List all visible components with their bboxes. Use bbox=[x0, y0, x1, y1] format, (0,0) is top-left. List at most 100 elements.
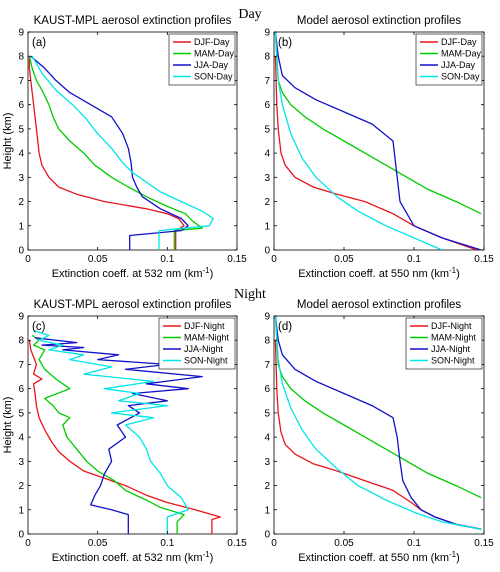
y-tick-label: 6 bbox=[264, 384, 270, 395]
y-tick-label: 4 bbox=[18, 149, 24, 160]
chart-title: Model aerosol extinction profiles bbox=[297, 15, 462, 27]
y-tick-label: 5 bbox=[18, 124, 24, 135]
y-tick-label: 1 bbox=[264, 221, 270, 232]
legend-label: MAM-Night bbox=[431, 333, 477, 343]
x-axis-label-main: Extinction coeff. at 532 nm (km bbox=[52, 268, 203, 280]
x-tick-label: 0.1 bbox=[407, 538, 421, 549]
panel-label: (b) bbox=[278, 37, 292, 49]
series-line-mam-night bbox=[31, 334, 185, 534]
x-axis-label-close: ) bbox=[456, 268, 460, 280]
x-tick-label: 0.05 bbox=[334, 254, 354, 265]
legend-label: JJA-Day bbox=[441, 60, 476, 70]
chart-panel-d: Model aerosol extinction profiles 0 0.05 0.… bbox=[264, 299, 494, 564]
plot-frame bbox=[27, 31, 238, 251]
series-line-jja-night bbox=[34, 337, 203, 534]
x-axis-label-close: ) bbox=[210, 552, 214, 564]
y-tick-label: 2 bbox=[264, 481, 270, 492]
series-line-jja-night bbox=[274, 316, 482, 530]
x-tick-label: 0.05 bbox=[88, 254, 108, 265]
y-tick-label: 4 bbox=[18, 433, 24, 444]
y-tick-label: 3 bbox=[18, 173, 24, 184]
legend-label: JJA-Night bbox=[184, 344, 224, 354]
x-axis-label: Extinction coeff. at 550 nm (km-1) bbox=[298, 550, 460, 564]
series-group bbox=[28, 55, 214, 250]
x-tick-label: 0.05 bbox=[334, 538, 354, 549]
series-group bbox=[274, 32, 482, 250]
y-tick-label: 9 bbox=[264, 28, 270, 39]
panel-label: (a) bbox=[32, 37, 46, 49]
x-tick-label: 0 bbox=[25, 538, 31, 549]
legend-label: SON-Day bbox=[441, 72, 480, 82]
y-tick-label: 0 bbox=[264, 530, 270, 541]
y-tick-label: 2 bbox=[264, 197, 270, 208]
x-tick-label: 0 bbox=[271, 538, 277, 549]
section-title-day: Day bbox=[238, 7, 261, 22]
section-title-night: Night bbox=[234, 287, 266, 302]
x-tick-label: 0 bbox=[271, 254, 277, 265]
y-tick-label: 7 bbox=[18, 360, 24, 371]
y-tick-label: 4 bbox=[264, 433, 270, 444]
x-axis-label-main: Extinction coeff. at 550 nm (km bbox=[298, 552, 449, 564]
x-tick-label: 0.1 bbox=[160, 254, 174, 265]
y-tick-label: 1 bbox=[264, 505, 270, 516]
x-tick-label: 0.15 bbox=[227, 254, 247, 265]
x-tick-label: 0.1 bbox=[160, 538, 174, 549]
y-tick-label: 9 bbox=[264, 312, 270, 323]
y-tick-label: 5 bbox=[18, 408, 24, 419]
legend-label: DJF-Day bbox=[441, 37, 477, 47]
series-line-jja-day bbox=[274, 32, 482, 250]
x-axis-label: Extinction coeff. at 550 nm (km-1) bbox=[298, 266, 460, 280]
y-tick-label: 3 bbox=[264, 457, 270, 468]
y-tick-label: 8 bbox=[264, 336, 270, 347]
x-tick-label: 0.05 bbox=[88, 538, 108, 549]
y-tick-label: 0 bbox=[18, 246, 24, 257]
y-tick-label: 2 bbox=[18, 197, 24, 208]
y-axis-label: Height (km) bbox=[2, 113, 14, 170]
y-tick-label: 1 bbox=[18, 505, 24, 516]
chart-title: KAUST-MPL aerosol extinction profiles bbox=[34, 15, 232, 27]
x-axis-label-sup: -1 bbox=[449, 550, 457, 559]
y-tick-label: 6 bbox=[18, 384, 24, 395]
y-tick-label: 7 bbox=[18, 76, 24, 87]
y-tick-label: 5 bbox=[264, 408, 270, 419]
y-tick-label: 7 bbox=[264, 76, 270, 87]
legend-label: MAM-Day bbox=[194, 49, 234, 59]
x-axis-label-close: ) bbox=[456, 552, 460, 564]
legend-label: MAM-Day bbox=[441, 49, 481, 59]
x-axis-label-main: Extinction coeff. at 550 nm (km bbox=[298, 268, 449, 280]
chart-panel-a: KAUST-MPL aerosol extinction profiles 0 0.… bbox=[2, 15, 247, 280]
chart-panel-c: KAUST-MPL aerosol extinction profiles 0 0.… bbox=[2, 299, 247, 564]
chart-title: KAUST-MPL aerosol extinction profiles bbox=[34, 299, 232, 311]
panel-label: (c) bbox=[32, 321, 46, 333]
x-tick-label: 0.15 bbox=[227, 538, 247, 549]
y-tick-label: 0 bbox=[264, 246, 270, 257]
x-axis-label-sup: -1 bbox=[449, 266, 457, 275]
plot-frame bbox=[273, 315, 485, 535]
x-tick-label: 0 bbox=[25, 254, 31, 265]
series-line-son-night bbox=[274, 316, 482, 530]
y-tick-label: 7 bbox=[264, 360, 270, 371]
x-axis-label-sup: -1 bbox=[203, 266, 211, 275]
y-tick-label: 9 bbox=[18, 312, 24, 323]
x-axis-label-sup: -1 bbox=[203, 550, 211, 559]
series-line-son-day bbox=[274, 32, 443, 250]
legend-label: DJF-Night bbox=[184, 321, 225, 331]
x-tick-label: 0.1 bbox=[407, 254, 421, 265]
series-line-son-night bbox=[33, 329, 189, 534]
x-axis-label-close: ) bbox=[210, 268, 214, 280]
series-line-mam-day bbox=[28, 56, 203, 250]
x-tick-label: 0.15 bbox=[474, 254, 494, 265]
chart-title: Model aerosol extinction profiles bbox=[297, 299, 462, 311]
series-line-djf-day bbox=[28, 56, 185, 250]
y-tick-label: 6 bbox=[18, 100, 24, 111]
x-tick-label: 0.15 bbox=[474, 538, 494, 549]
legend-label: DJF-Night bbox=[431, 321, 472, 331]
y-tick-label: 6 bbox=[264, 100, 270, 111]
y-tick-label: 5 bbox=[264, 124, 270, 135]
legend-label: MAM-Night bbox=[184, 333, 230, 343]
panel-label: (d) bbox=[278, 321, 292, 333]
